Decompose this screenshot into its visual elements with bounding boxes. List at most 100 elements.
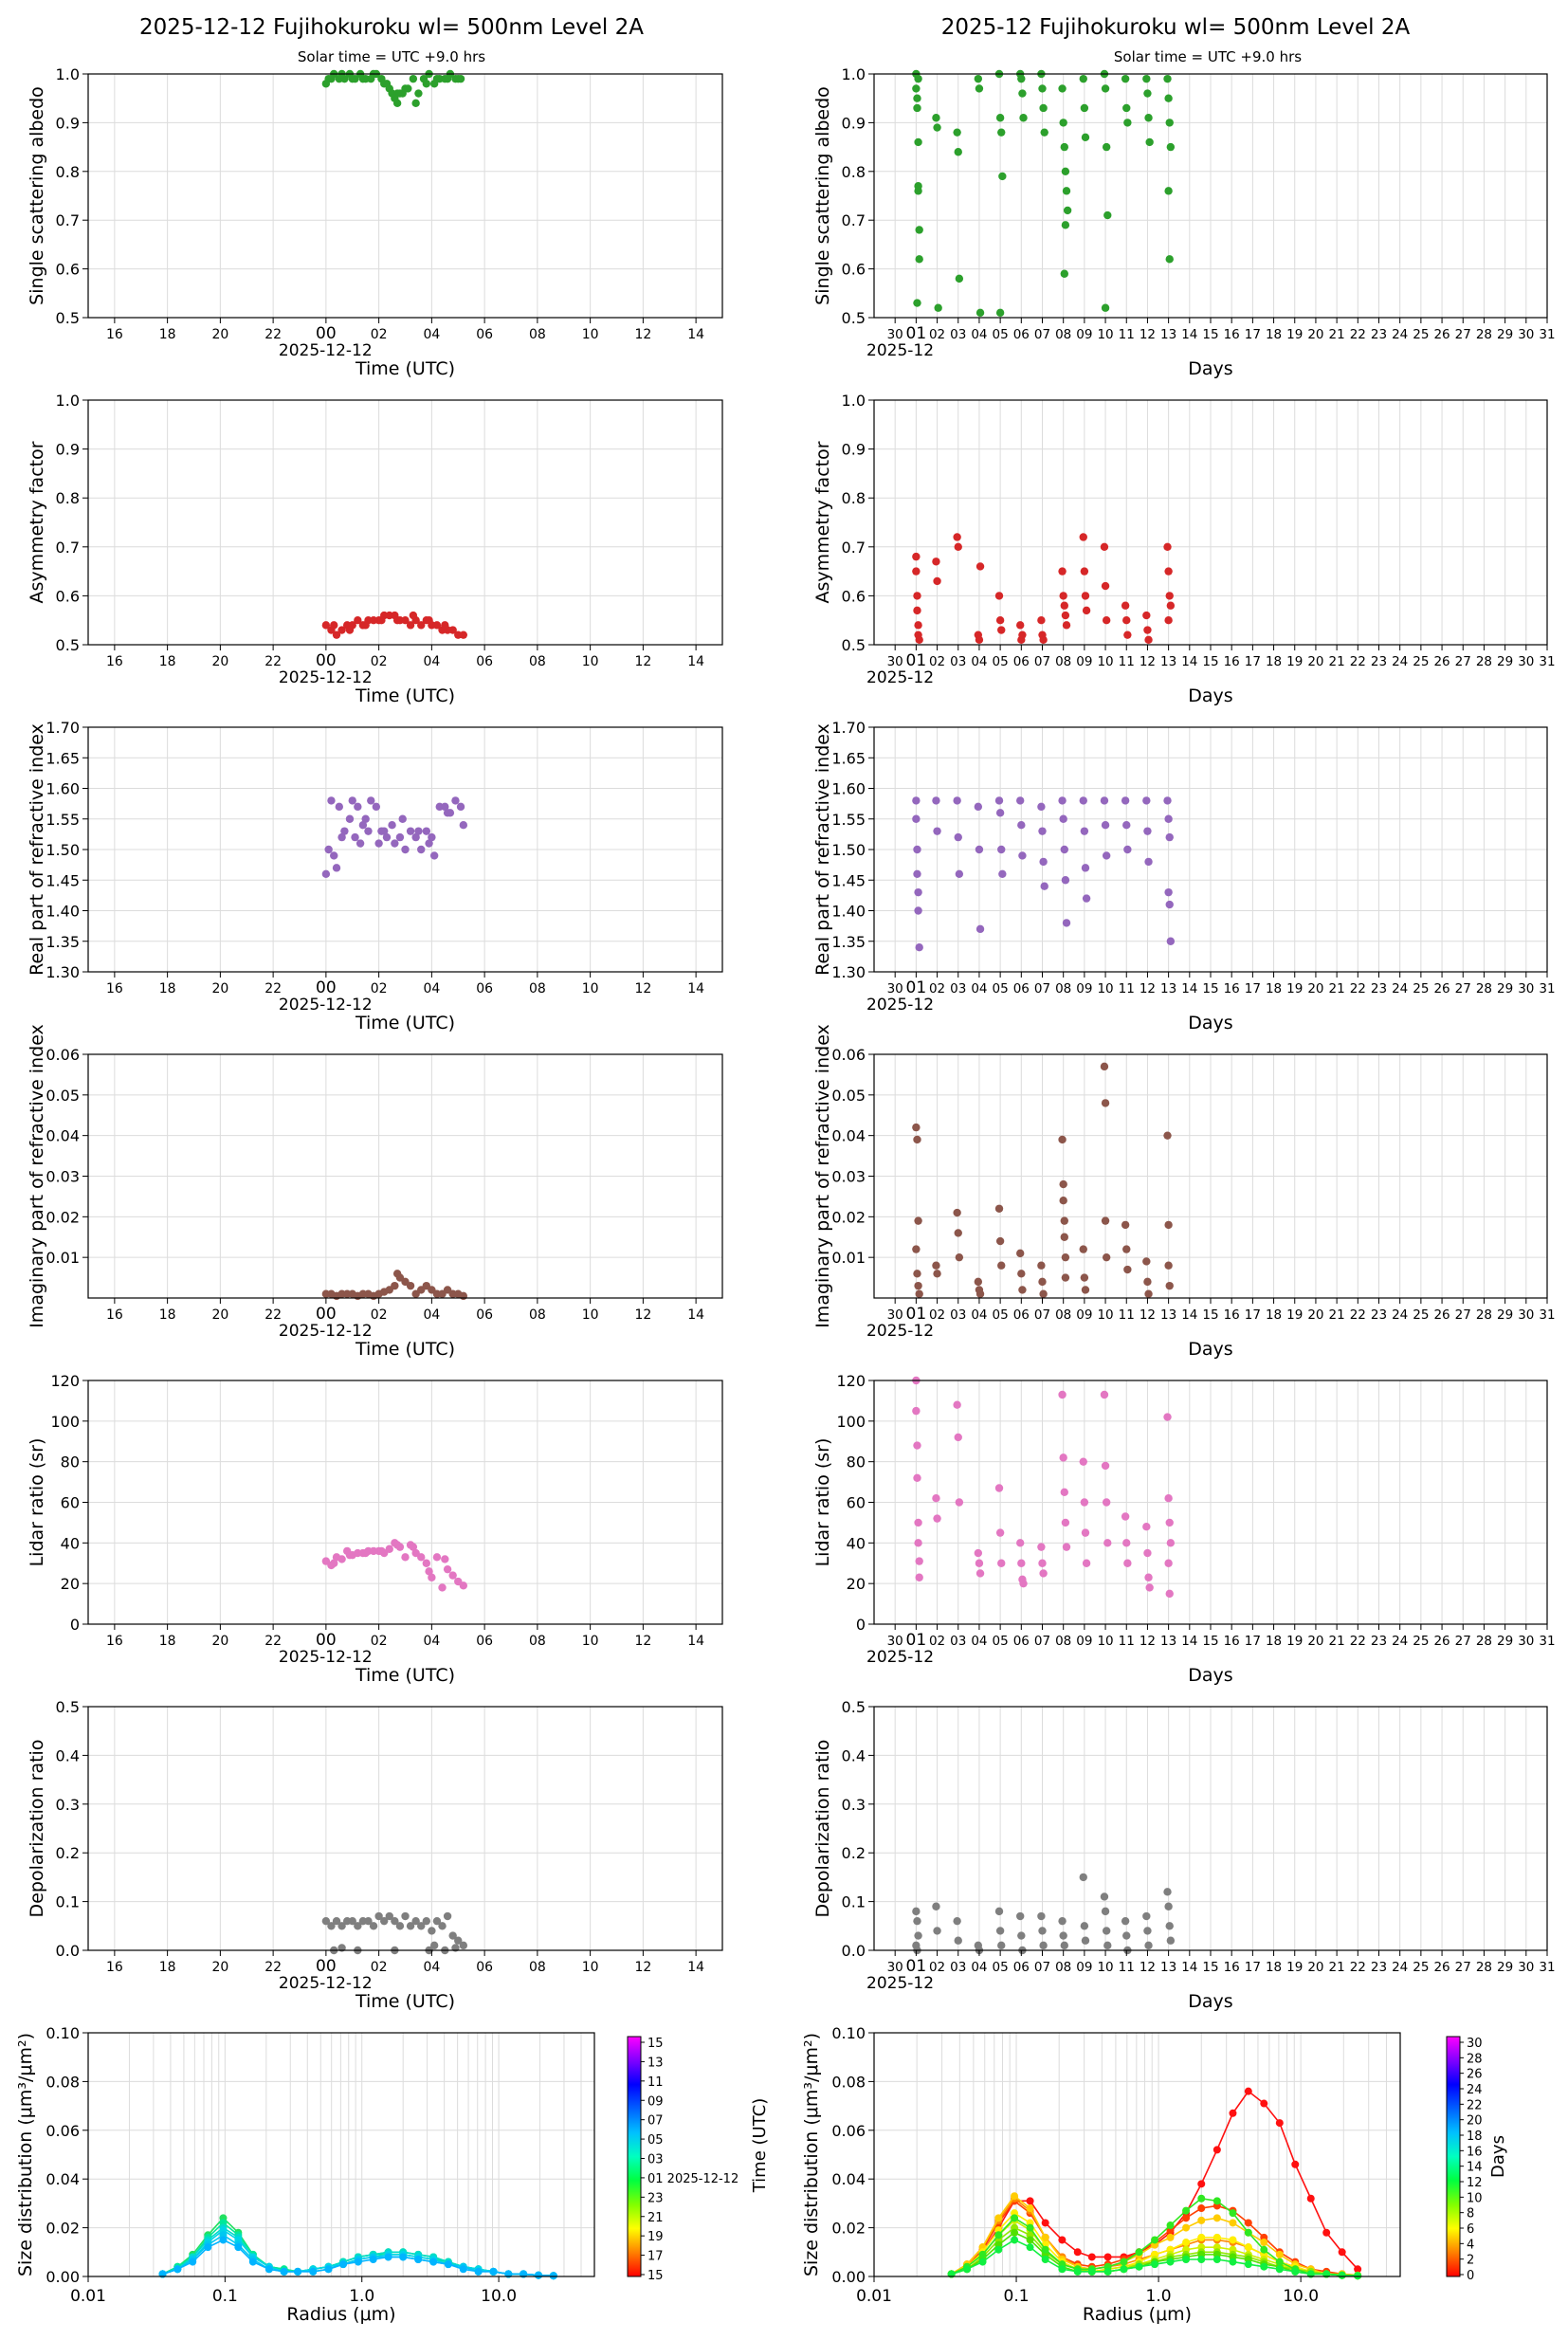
y-tick-label: 1.45 [831,871,866,889]
colorbar-label: 28 [1467,2052,1483,2066]
data-point [411,1916,420,1926]
data-point [1123,1559,1132,1567]
series-point [1275,2250,1284,2258]
x-tick-label: 22 [264,981,282,996]
data-point [933,827,941,835]
x-tick-label: 14 [1181,1634,1197,1649]
data-point [1017,74,1026,83]
x-tick-label: 26 [1433,654,1449,669]
data-point [337,1922,346,1930]
x-tick-label: 15 [1202,1960,1218,1975]
chart-rri_monthly: 30 01 02 03 04 05 06 07 08 09 10 11 12 13 14 15 16 17 18 19… [812,719,1556,1033]
data-point [1081,1528,1090,1537]
x-tick-label: 30 [1518,981,1534,996]
data-point [1040,128,1048,137]
series-point [189,2258,197,2266]
x-tick-label: 09 [1076,1960,1092,1975]
x-tick-label: 07 [1034,1307,1050,1323]
data-point [1058,796,1067,805]
x-tick-label: 30 [887,327,903,342]
data-point [1061,1252,1070,1262]
x-axis-label: Days [1188,686,1232,706]
data-point [441,621,449,630]
date-label: 2025-12 [866,1974,934,1993]
colorbar [627,2036,642,2277]
x-tick-label: 27 [1455,1634,1471,1649]
x-tick-label: 21 [1329,327,1345,342]
x-axis-label: Time (UTC) [355,358,455,379]
data-point [1102,616,1111,625]
series-point [1354,2265,1362,2274]
x-tick-label: 00 [316,978,337,997]
data-point [932,558,940,566]
series-point [1182,2214,1191,2222]
data-point [1165,1589,1174,1599]
data-point [1143,626,1152,634]
x-tick-label: 28 [1476,327,1492,342]
data-point [1101,303,1110,312]
y-tick-label: 0.04 [46,1127,80,1145]
data-point [1061,1518,1070,1527]
x-tick-label: 14 [687,327,704,342]
x-tick-label: 19 [1286,327,1303,342]
series-point [1260,2245,1268,2254]
x-tick-label: 20 [211,327,228,342]
x-tick-label: 12 [1140,1307,1156,1323]
data-point [417,1553,426,1562]
x-tick-label: 28 [1476,654,1492,669]
x-tick-label: 02 [929,981,945,996]
x-tick-label: 17 [1245,1634,1261,1649]
colorbar-label: 16 [1467,2145,1483,2159]
date-label: 2025-12-12 [279,996,373,1015]
x-tick-label: 29 [1497,654,1513,669]
data-point [380,1916,389,1926]
series-point [994,2245,1003,2254]
data-point [443,1564,452,1574]
x-tick-label: 20 [1307,1634,1323,1649]
data-point [1122,1539,1131,1547]
series-point [1212,2256,1221,2264]
x-tick-label: 23 [1371,981,1387,996]
y-tick-label: 0.06 [831,1046,866,1064]
data-point [356,839,365,848]
x-tick-label: 06 [476,1307,493,1323]
x-tick-label: 25 [1413,1307,1429,1323]
data-point [914,1216,922,1225]
data-point [1163,1131,1172,1140]
data-point [913,94,921,102]
y-tick-label: 0.9 [56,441,80,459]
series-point [978,2250,987,2258]
y-tick-label: 1.45 [46,871,80,889]
y-tick-label: 1.0 [842,65,866,83]
x-tick-label: 08 [529,1634,546,1649]
data-point [409,1543,418,1551]
x-tick-label: 24 [1392,1307,1408,1323]
data-point [912,1123,921,1132]
data-point [354,616,362,625]
data-point [912,796,921,805]
colorbar-label: 8 [1467,2207,1474,2221]
data-point [998,869,1007,878]
series-point [1212,2233,1221,2241]
x-tick-label: 09 [1076,1634,1092,1649]
data-point [1058,567,1067,576]
data-point [1017,1270,1026,1278]
x-tick-label: 27 [1455,1960,1471,1975]
chart-lidar_daily: 16 18 20 22 00 02 04 06 08 10 12 14 0 20 40 60 80 100 120 2… [27,1372,723,1686]
data-point [1143,827,1152,835]
data-point [955,869,964,878]
data-point [438,1583,447,1592]
y-tick-label: 0.2 [56,1844,80,1862]
data-point [1019,1579,1028,1588]
x-axis-label: Days [1188,1665,1232,1686]
x-tick-label: 04 [423,1634,440,1649]
data-point [1166,1936,1176,1945]
data-point [1037,1261,1046,1270]
x-tick-label: 11 [1119,1307,1135,1323]
y-tick-label: 0 [856,1616,866,1634]
data-point [364,1916,373,1926]
x-tick-label: 26 [1433,1307,1449,1323]
date-label: 2025-12 [866,1322,934,1341]
data-point [1082,606,1091,615]
